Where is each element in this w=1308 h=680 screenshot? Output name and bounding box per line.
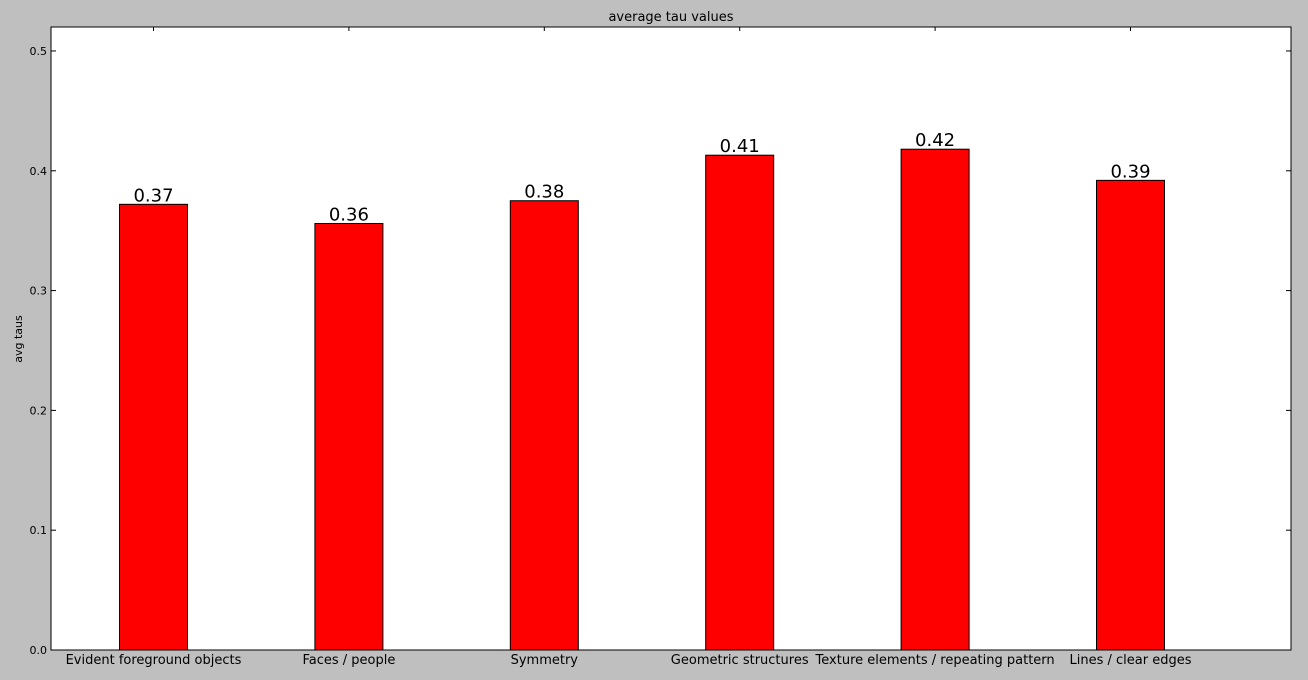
- y-axis-label: avg taus: [12, 315, 25, 363]
- plot-area: [51, 27, 1291, 650]
- category-labels: Evident foreground objects Faces / people…: [66, 653, 1192, 668]
- bar: [1096, 179, 1165, 651]
- bar-value-labels: 0.37 0.36 0.38 0.41 0.42 0.39: [133, 130, 1150, 225]
- bar-value-label: 0.36: [329, 204, 369, 225]
- bar: [705, 154, 775, 651]
- bar-value-label: 0.38: [524, 182, 564, 203]
- y-tick-label: 0.1: [30, 524, 48, 537]
- category-label: Symmetry: [511, 653, 579, 668]
- axis-ticks: 0.0 0.1 0.2 0.3 0.4 0.5: [30, 27, 1291, 657]
- bar: [119, 203, 188, 651]
- bar-value-label: 0.42: [915, 130, 955, 151]
- bar-value-label: 0.39: [1110, 161, 1150, 182]
- bar: [900, 148, 970, 651]
- y-tick-label: 0.2: [30, 404, 48, 417]
- y-tick-label: 0.4: [30, 165, 48, 178]
- y-tick-label: 0.3: [30, 285, 48, 298]
- category-label: Evident foreground objects: [66, 653, 242, 668]
- bar: [509, 200, 579, 651]
- category-label: Geometric structures: [671, 653, 809, 668]
- y-tick-label: 0.5: [30, 45, 48, 58]
- chart-title: average tau values: [608, 10, 733, 25]
- y-tick-label: 0.0: [30, 644, 48, 657]
- bar-value-label: 0.37: [133, 185, 173, 206]
- bar-value-label: 0.41: [720, 136, 760, 157]
- bar: [314, 222, 384, 651]
- category-label: Texture elements / repeating pattern: [815, 653, 1055, 668]
- plot-frame: [50, 26, 1292, 651]
- category-label: Lines / clear edges: [1070, 653, 1192, 668]
- category-label: Faces / people: [302, 653, 395, 668]
- bars: [119, 148, 1165, 651]
